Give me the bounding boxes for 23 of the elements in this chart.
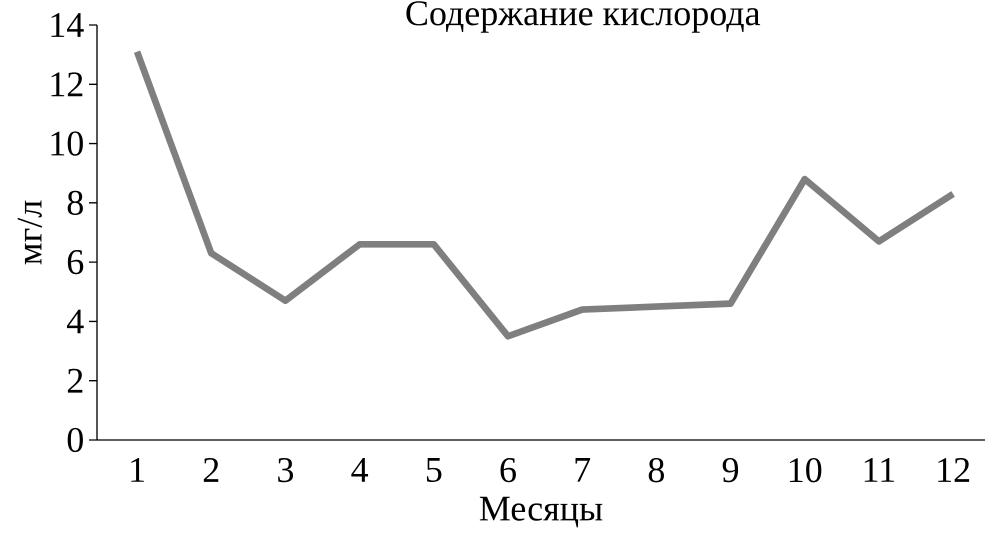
y-tick-label: 10 (51, 131, 83, 156)
x-axis-title: Месяцы (480, 496, 602, 528)
y-axis-title: мг/л (18, 200, 42, 264)
x-tick-label: 6 (500, 458, 516, 482)
x-tick-label: 2 (204, 458, 218, 482)
y-tick-label: 6 (68, 250, 84, 274)
x-tick-label: 10 (790, 458, 822, 482)
x-tick-label: 9 (722, 458, 738, 482)
x-tick-label: 12 (938, 458, 970, 482)
y-tick-label: 12 (51, 72, 82, 96)
x-tick-label: 4 (351, 458, 368, 482)
x-tick-label: 3 (278, 458, 294, 482)
y-tick-label: 4 (67, 310, 84, 334)
x-tick-label: 11 (864, 458, 894, 482)
x-tick-label: 1 (131, 458, 144, 482)
x-tick-label: 7 (576, 458, 590, 482)
chart-title: Содержание кислорода (406, 1, 760, 33)
y-tick-label: 8 (68, 190, 83, 215)
y-tick-label: 2 (68, 368, 82, 393)
x-tick-label: 5 (426, 458, 442, 482)
y-tick-label: 14 (51, 13, 84, 37)
y-tick-label: 0 (68, 428, 83, 452)
x-tick-label: 8 (648, 458, 664, 482)
